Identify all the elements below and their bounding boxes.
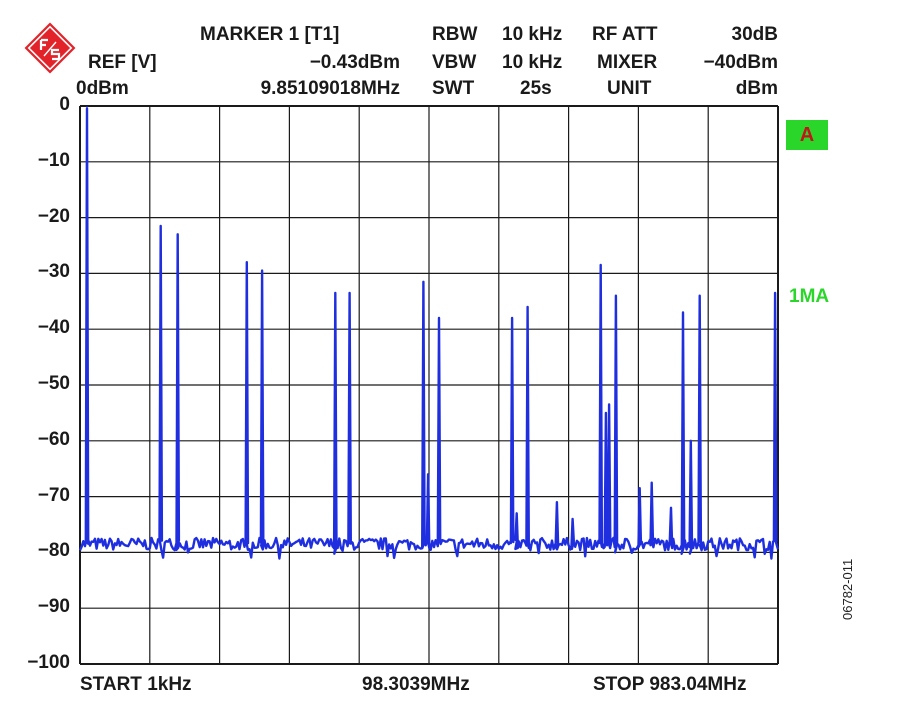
y-tick-label: −10 xyxy=(37,149,70,171)
rf-att-value: 30dB xyxy=(731,24,778,45)
trace-mode-label: 1MA xyxy=(789,286,830,307)
start-frequency: START 1kHz xyxy=(80,674,192,695)
center-frequency: 98.3039MHz xyxy=(362,674,470,695)
y-tick-label: −60 xyxy=(37,428,70,450)
unit-label: UNIT xyxy=(607,78,652,99)
trace-a-badge: A xyxy=(786,120,828,150)
marker-frequency: 9.85109018MHz xyxy=(260,78,400,99)
y-tick-label: −20 xyxy=(37,205,70,227)
swt-value: 25s xyxy=(520,78,552,99)
rbw-label: RBW xyxy=(432,24,478,45)
y-tick-label: −100 xyxy=(27,652,70,673)
mixer-value: −40dBm xyxy=(703,52,778,73)
unit-value: dBm xyxy=(735,78,778,99)
y-tick-label: −40 xyxy=(37,317,70,339)
spectrum-trace xyxy=(78,107,780,560)
rs-logo-icon xyxy=(24,22,76,74)
y-tick-label: −80 xyxy=(37,540,70,562)
vbw-value: 10 kHz xyxy=(502,52,563,73)
figure-id: 06782-011 xyxy=(840,558,855,620)
marker-level: −0.43dBm xyxy=(309,52,400,73)
rf-att-label: RF ATT xyxy=(592,24,658,45)
y-tick-label: 0 xyxy=(59,94,70,115)
swt-label: SWT xyxy=(432,78,475,99)
y-tick-label: −90 xyxy=(37,596,70,618)
ref-label: REF [V] xyxy=(88,52,157,73)
y-tick-label: −70 xyxy=(37,484,70,506)
y-tick-label: −50 xyxy=(37,373,70,394)
marker-title: MARKER 1 [T1] xyxy=(200,24,340,45)
vbw-label: VBW xyxy=(432,52,477,73)
mixer-label: MIXER xyxy=(597,52,658,73)
rbw-value: 10 kHz xyxy=(502,24,563,45)
stop-frequency: STOP 983.04MHz xyxy=(593,674,747,695)
y-tick-label: −30 xyxy=(37,261,70,283)
ref-level: 0dBm xyxy=(76,78,129,99)
plot-grid xyxy=(79,105,779,665)
